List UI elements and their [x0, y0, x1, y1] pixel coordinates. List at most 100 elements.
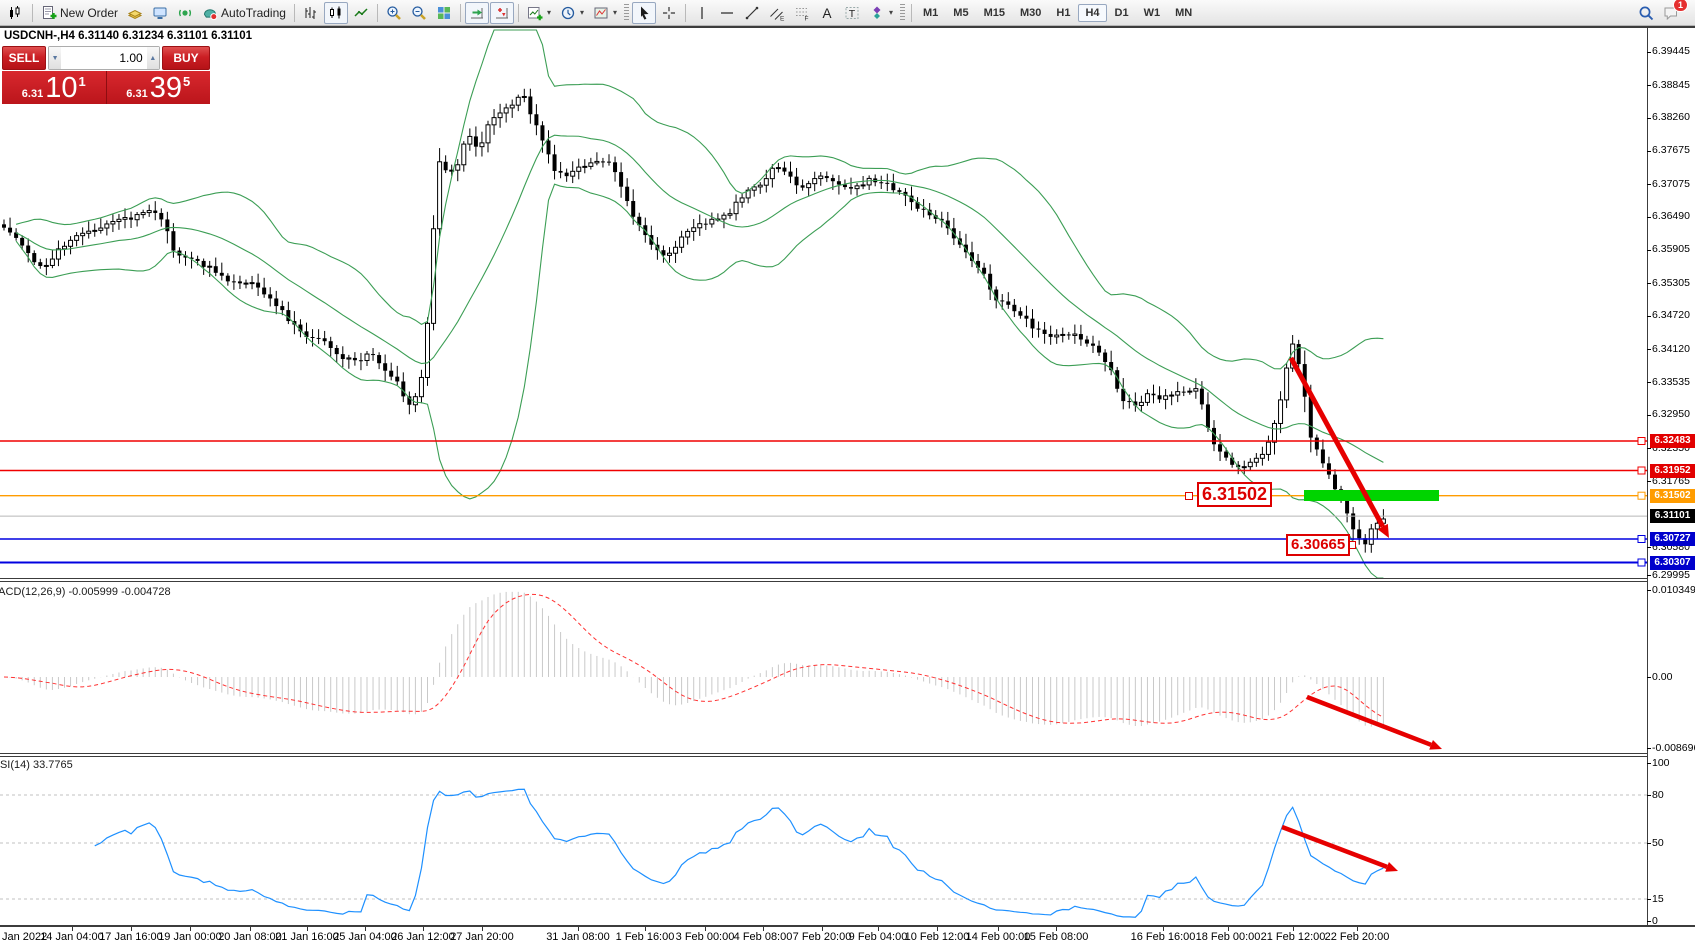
toolbar-drag-handle[interactable] — [900, 3, 906, 22]
toolbar-cursor-button[interactable] — [632, 1, 656, 24]
search-icon — [1639, 6, 1654, 20]
timeframe-M30-button[interactable]: M30 — [1019, 6, 1042, 19]
toolbar-chat-button[interactable]: 1 — [1659, 0, 1688, 24]
timeframe-MN-button[interactable]: MN — [1175, 6, 1193, 19]
toolbar-separator — [32, 3, 33, 22]
green-support-bar[interactable] — [1304, 490, 1439, 501]
chat-badge: 1 — [1672, 0, 1688, 12]
toolbar-text-label-button[interactable]: T — [840, 2, 864, 24]
toolbar-fibo-button[interactable]: F — [790, 2, 814, 24]
toolbar-chart-shift-button[interactable] — [489, 1, 514, 24]
timeframe-D1-button[interactable]: D1 — [1114, 6, 1129, 19]
time-axis-label: 22 Feb 20:00 — [1324, 931, 1390, 943]
macd-arrow[interactable] — [1306, 694, 1442, 750]
toolbar-candle-chart-button[interactable] — [323, 1, 348, 24]
time-axis-label: 9 Feb 04:00 — [848, 931, 908, 943]
timeframe-W1-button[interactable]: W1 — [1143, 6, 1161, 19]
toolbar-crosshair-button[interactable] — [657, 2, 681, 24]
bollinger-up — [15, 29, 1384, 370]
axis-tick — [1647, 921, 1651, 922]
toolbar-zoom-in-button[interactable] — [382, 2, 406, 24]
toolbar-signal-button[interactable] — [173, 2, 197, 24]
toolbar-auto-scroll-button[interactable] — [464, 1, 489, 24]
time-axis-label: 20 Jan 08:00 — [218, 931, 282, 943]
axis-tick — [1647, 349, 1651, 351]
timeframe-M1-button[interactable]: M1 — [923, 6, 939, 19]
price-axis-label: 6.36490 — [1652, 210, 1690, 223]
toolbar-periods-button[interactable]: ▾ — [556, 2, 588, 24]
volume-increase-button[interactable]: ▲ — [146, 47, 160, 69]
toolbar-gold-bar-button[interactable] — [123, 2, 147, 24]
toolbar-autotrade-button[interactable]: AutoTrading — [198, 2, 290, 24]
toolbar-shapes-button[interactable]: ▾ — [865, 2, 897, 24]
templates-icon — [594, 7, 608, 18]
volume-input[interactable] — [61, 47, 147, 69]
toolbar-monitor-button[interactable] — [148, 2, 172, 24]
time-axis-tick — [1293, 927, 1294, 931]
time-axis-label: 7 Feb 20:00 — [792, 931, 852, 943]
price-low-callout[interactable]: 6.30665 — [1286, 534, 1351, 556]
buy-button[interactable]: BUY — [162, 46, 210, 70]
toolbar-divider — [0, 26, 1695, 28]
line-anchor-square[interactable] — [1637, 466, 1646, 475]
timeframe-M15-button[interactable]: M15 — [983, 6, 1005, 19]
price-axis-label: 6.35305 — [1652, 276, 1690, 289]
axis-tick — [1647, 843, 1651, 844]
macd-signal-line — [3, 593, 1384, 724]
timeframe-H1-button[interactable]: H1 — [1056, 6, 1071, 19]
time-axis-label: 26 Jan 12:00 — [391, 931, 455, 943]
main-chart-pane[interactable] — [0, 28, 1647, 581]
timeframe-M5-button[interactable]: M5 — [953, 6, 969, 19]
line-anchor-square[interactable] — [1637, 491, 1646, 500]
price-level-callout[interactable]: 6.31502 — [1197, 482, 1273, 507]
pane-separator-macd-rsi[interactable] — [0, 753, 1647, 757]
line-anchor-square[interactable] — [1637, 558, 1646, 567]
chevron-down-icon: ▾ — [579, 8, 584, 17]
volume-decrease-button[interactable]: ▼ — [49, 47, 62, 69]
rsi-arrow[interactable] — [1281, 824, 1398, 872]
toolbar-zoom-out-button[interactable] — [407, 2, 431, 24]
line-anchor-square[interactable] — [1637, 437, 1646, 445]
time-axis-tick — [937, 927, 938, 931]
gold-bar-icon — [127, 9, 143, 19]
timeframe-H4-button[interactable]: H4 — [1078, 3, 1107, 22]
toolbar-text-a-button[interactable]: A — [815, 2, 839, 24]
toolbar-hline-button[interactable] — [715, 2, 739, 24]
time-axis-tick — [578, 927, 579, 931]
toolbar-channel-button[interactable]: E — [765, 2, 789, 24]
toolbar-templates-button[interactable]: ▾ — [589, 2, 621, 24]
text-label-icon: T — [845, 6, 859, 20]
time-axis-tick — [482, 927, 483, 931]
buy-price-prefix: 6.31 — [126, 88, 148, 100]
toolbar-drag-handle[interactable] — [624, 3, 629, 22]
line-anchor-square[interactable] — [1637, 535, 1646, 543]
price-arrow[interactable] — [1288, 356, 1389, 538]
toolbar-indicators-button[interactable]: ▾ — [523, 2, 555, 24]
time-axis-label: 14 Feb 00:00 — [965, 931, 1031, 943]
toolbar-chart-window-button[interactable] — [4, 2, 28, 24]
time-axis-tick — [822, 927, 823, 931]
buy-price-display[interactable]: 6.31 39 5 — [106, 71, 210, 104]
rsi-pane[interactable] — [0, 757, 1647, 925]
toolbar-separator — [685, 3, 686, 22]
toolbar-line-chart-button[interactable] — [349, 2, 373, 24]
price-axis-label: 6.39445 — [1652, 45, 1690, 58]
label-anchor-square[interactable] — [1185, 492, 1193, 500]
macd-pane[interactable] — [0, 582, 1647, 753]
sell-price-display[interactable]: 6.31 10 1 — [2, 71, 107, 104]
toolbar-separator — [376, 3, 378, 22]
toolbar-vline-button[interactable] — [690, 2, 714, 24]
time-axis-label: 16 Feb 16:00 — [1130, 931, 1196, 943]
time-axis-border — [0, 925, 1695, 927]
indicators-icon — [527, 6, 543, 20]
monitor-icon — [153, 7, 167, 19]
toolbar-separator — [517, 3, 519, 22]
toolbar-bars-chart-button[interactable] — [299, 2, 323, 24]
toolbar-search-button[interactable] — [1634, 2, 1658, 24]
toolbar-tile-windows-button[interactable] — [432, 2, 456, 24]
price-axis-border — [1647, 28, 1648, 925]
toolbar-new-order-button[interactable]: New Order — [37, 2, 122, 24]
sell-button[interactable]: SELL — [2, 46, 46, 70]
pane-separator-main-macd[interactable] — [0, 578, 1647, 582]
toolbar-trendline-button[interactable] — [740, 2, 764, 24]
